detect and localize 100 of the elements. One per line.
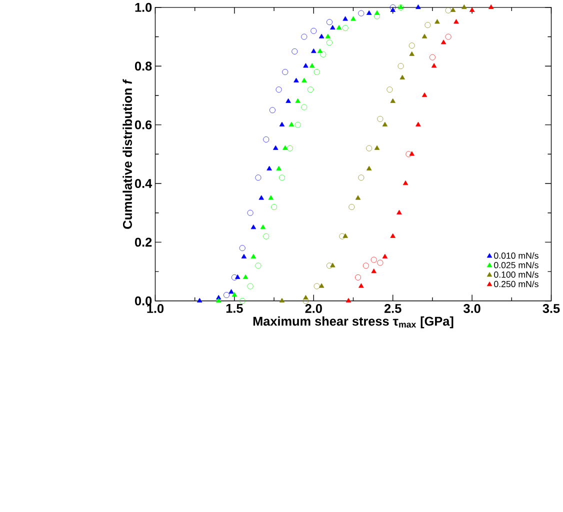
point: [390, 233, 396, 238]
point: [396, 210, 402, 214]
point: [377, 116, 384, 122]
point: [445, 7, 452, 14]
point: [377, 260, 384, 266]
y-tick-label: 1.0: [135, 2, 152, 12]
point: [196, 298, 202, 302]
point: [224, 292, 230, 298]
point: [339, 233, 346, 240]
point: [278, 174, 285, 181]
point: [228, 289, 234, 294]
point: [366, 145, 372, 152]
point: [450, 7, 456, 12]
legend-label: 0.100 mN/s: [494, 271, 538, 278]
point: [402, 180, 408, 185]
point: [325, 34, 331, 38]
point: [406, 151, 412, 158]
point: [320, 51, 326, 58]
point: [271, 204, 278, 210]
point: [276, 86, 282, 92]
x-tick-label: 1.5: [226, 304, 243, 313]
x-tick-label: 3.5: [542, 304, 560, 313]
x-tick-label: 1.0: [147, 304, 164, 313]
point: [342, 16, 348, 21]
point: [282, 68, 288, 75]
point: [239, 298, 246, 304]
point: [318, 283, 324, 288]
point: [268, 195, 274, 200]
point: [398, 63, 404, 70]
y-axis-title: Cumulative distribution f: [122, 78, 132, 229]
point: [386, 86, 393, 92]
point: [330, 24, 336, 30]
point: [366, 10, 372, 15]
point: [286, 98, 291, 103]
point: [279, 298, 285, 302]
point: [239, 244, 246, 251]
point: [294, 122, 301, 128]
point: [326, 40, 332, 46]
point: [307, 86, 314, 92]
point: [422, 34, 428, 38]
point: [288, 122, 294, 126]
y-tick-label: 0.6: [134, 120, 152, 130]
point: [242, 274, 248, 279]
point: [342, 24, 348, 31]
point: [282, 145, 288, 150]
point: [303, 63, 308, 68]
point: [374, 13, 380, 20]
y-tick-label: 0.4: [134, 178, 152, 188]
point: [255, 262, 262, 269]
point: [431, 63, 437, 68]
legend-label: 0.010 mN/s: [494, 252, 538, 259]
point: [302, 78, 307, 82]
point: [318, 34, 324, 38]
point: [232, 292, 238, 297]
point: [445, 34, 452, 40]
point: [279, 122, 285, 126]
point: [454, 19, 459, 24]
point: [422, 92, 428, 97]
point: [326, 262, 332, 269]
point: [355, 274, 361, 280]
point: [390, 4, 396, 10]
point: [273, 145, 278, 150]
point: [266, 166, 272, 170]
x-axis-title: Maximum shear stress τ$_{max}$ [GPa]: [253, 316, 454, 328]
point: [362, 262, 369, 269]
point: [416, 122, 421, 126]
point: [488, 4, 494, 9]
point: [250, 254, 256, 258]
point: [429, 54, 436, 60]
point: [216, 298, 222, 302]
point: [350, 16, 356, 21]
y-tick-label: 0.8: [134, 62, 152, 71]
y-tick-label: 0.2: [134, 238, 152, 247]
legend-label: 0.025 mN/s: [494, 262, 538, 268]
point: [269, 107, 276, 114]
point: [263, 136, 270, 142]
point: [409, 51, 414, 56]
point: [286, 145, 293, 152]
point: [247, 283, 254, 290]
point: [260, 224, 266, 230]
point: [326, 19, 332, 25]
point: [314, 68, 320, 75]
point: [462, 4, 467, 9]
point: [434, 19, 440, 24]
point: [250, 224, 256, 230]
point: [314, 283, 320, 290]
point: [390, 98, 396, 103]
point: [416, 4, 421, 9]
point: [374, 145, 380, 150]
point: [408, 42, 415, 48]
point: [258, 195, 264, 200]
point: [294, 78, 299, 82]
x-tick-label: 3.0: [464, 304, 480, 313]
point: [311, 48, 316, 53]
point: [336, 24, 342, 30]
point: [346, 298, 352, 302]
x-tick-label: 2.5: [384, 304, 402, 313]
legend-label: 0.250 mN/s: [494, 280, 538, 288]
y-tick-label: 0.0: [134, 296, 152, 306]
point: [358, 283, 364, 288]
